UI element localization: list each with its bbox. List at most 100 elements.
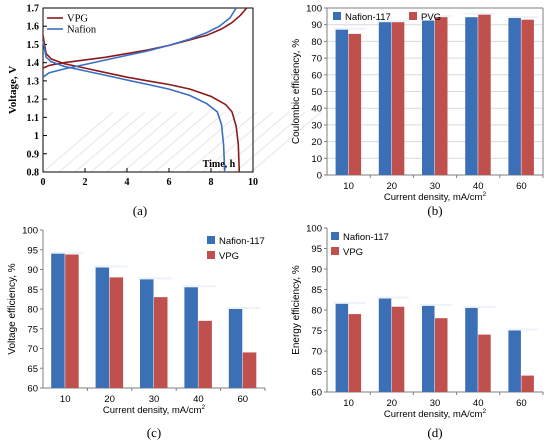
background-hatch-line bbox=[138, 111, 210, 173]
y-tick-label: 90 bbox=[311, 20, 322, 31]
bar-shadow bbox=[506, 16, 539, 19]
bar-vpg-40 bbox=[198, 320, 212, 388]
bar-nafion-117-40 bbox=[465, 307, 478, 392]
x-tick-label: 4 bbox=[125, 177, 130, 188]
bar-nafion-117-30 bbox=[140, 279, 154, 388]
bar-vpg-20 bbox=[109, 277, 124, 388]
y-tick-label: 1.6 bbox=[27, 22, 40, 33]
bar-nafion-117-20 bbox=[378, 22, 392, 175]
y-tick-label: 60 bbox=[311, 388, 322, 399]
y-axis-label: Energy efficiency, % bbox=[291, 265, 302, 355]
y-axis-label: Coulombic efficiency, % bbox=[291, 39, 302, 144]
x-tick-label: 2 bbox=[83, 177, 88, 188]
bar-vpg-10 bbox=[65, 254, 79, 388]
y-tick-label: 50 bbox=[311, 87, 322, 98]
bar-shadow bbox=[463, 12, 496, 15]
panel-c-voltage-efficiency: 60 65 70 75 80 85 90 95 100 10 20 30 40 60 Nafion-117 V… bbox=[7, 226, 266, 440]
background-hatch-line bbox=[90, 111, 162, 173]
bar-nafion-117-10 bbox=[335, 303, 349, 392]
x-tick-label: 10 bbox=[248, 177, 258, 188]
bar-vpg-60 bbox=[242, 352, 257, 388]
bar-shadow bbox=[376, 20, 409, 23]
bar-shadow bbox=[376, 296, 409, 299]
y-tick-label: 85 bbox=[311, 285, 322, 296]
bar-nafion-117-60 bbox=[508, 330, 521, 392]
legend-swatch-nafion-117 bbox=[331, 232, 339, 240]
y-tick-label: 1.7 bbox=[27, 4, 40, 15]
background-hatch-line bbox=[234, 111, 306, 173]
x-tick-label: 30 bbox=[430, 398, 441, 409]
bar-nafion-117-30 bbox=[422, 20, 435, 176]
bar-pvg-20 bbox=[391, 22, 405, 175]
x-axis-label-superscript: 2 bbox=[482, 408, 486, 415]
x-tick-label: 0 bbox=[41, 177, 46, 188]
x-tick-label: 40 bbox=[473, 398, 484, 409]
y-tick-label: 1 bbox=[34, 131, 39, 142]
bar-nafion-117-40 bbox=[184, 287, 198, 388]
y-tick-label: 95 bbox=[27, 245, 38, 256]
x-tick-label: 20 bbox=[387, 398, 398, 409]
bar-shadow bbox=[138, 277, 172, 280]
legend-swatch-pvg bbox=[409, 12, 417, 20]
bar-nafion-117-10 bbox=[335, 29, 349, 176]
panel-a-voltage-curves: 0.8 0.9 1 1.1 1.2 1.3 1.4 1.5 1.6 1.7 0 2 4 6 8 10 VPGNa… bbox=[7, 4, 322, 218]
panel-b-coulombic-efficiency: 0 10 20 30 40 50 60 70 80 90 100 10 20 30 40 60 Nafion-1… bbox=[291, 4, 544, 218]
legend-swatch-nafion-117 bbox=[333, 12, 341, 20]
x-tick-label: 40 bbox=[473, 181, 484, 192]
x-tick-label: 10 bbox=[60, 394, 71, 405]
legend-label-nafion-117: Nafion-117 bbox=[345, 12, 391, 23]
bar-vpg-20 bbox=[391, 306, 405, 392]
x-axis-label: Time, h bbox=[203, 159, 236, 170]
bar-shadow bbox=[420, 303, 452, 306]
y-tick-label: 70 bbox=[311, 54, 322, 65]
bar-shadow bbox=[463, 305, 496, 308]
bar-vpg-60 bbox=[521, 375, 534, 392]
background-hatch-line bbox=[186, 111, 258, 173]
bar-nafion-117-60 bbox=[228, 309, 243, 388]
y-tick-label: 60 bbox=[27, 384, 38, 395]
bar-shadow bbox=[226, 307, 261, 309]
x-axis-label: Current density, mA/cm2 bbox=[103, 404, 206, 416]
y-tick-label: 1.5 bbox=[27, 40, 40, 51]
y-axis-label: Voltage, V bbox=[7, 66, 19, 114]
x-axis-label-main: Current density, mA/cm bbox=[103, 405, 202, 416]
legend-label-vpg: VPG bbox=[343, 247, 363, 258]
series-nafion-discharge-line bbox=[42, 40, 226, 173]
x-axis-label-main: Current density, mA/cm bbox=[384, 192, 483, 203]
background-hatch-line bbox=[106, 111, 178, 173]
legend-swatch-nafion-117 bbox=[207, 236, 215, 244]
bar-nafion-117-20 bbox=[378, 298, 392, 392]
legend-label-nafion-117: Nafion-117 bbox=[219, 236, 265, 247]
y-tick-label: 80 bbox=[311, 306, 322, 317]
background-hatch-line bbox=[218, 111, 290, 173]
y-tick-label: 90 bbox=[311, 265, 322, 276]
y-tick-label: 0.9 bbox=[27, 149, 40, 160]
bar-pvg-10 bbox=[348, 33, 362, 176]
y-tick-label: 1.4 bbox=[27, 58, 40, 69]
background-hatch-line bbox=[74, 111, 146, 173]
bar-vpg-30 bbox=[154, 297, 168, 388]
bar-shadow bbox=[333, 27, 366, 30]
x-axis-label-main: Current density, mA/cm bbox=[384, 409, 483, 420]
y-tick-label: 60 bbox=[311, 70, 322, 81]
legend-label-nafion: Nafion bbox=[67, 25, 97, 36]
legend-label-vpg: VPG bbox=[67, 14, 88, 25]
y-tick-label: 85 bbox=[27, 285, 38, 296]
y-axis-label: Voltage efficiency, % bbox=[7, 263, 18, 354]
y-tick-label: 65 bbox=[311, 367, 322, 378]
panel-a-background-hatch bbox=[42, 111, 322, 173]
background-hatch-line bbox=[170, 111, 242, 173]
bar-pvg-40 bbox=[478, 14, 491, 176]
y-tick-label: 65 bbox=[27, 364, 38, 375]
y-tick-label: 100 bbox=[22, 226, 38, 237]
bar-shadow bbox=[333, 301, 366, 304]
legend-label-nafion-117: Nafion-117 bbox=[343, 232, 389, 243]
bar-shadow bbox=[49, 251, 84, 254]
x-axis-label-superscript: 2 bbox=[482, 191, 486, 198]
x-axis-label-superscript: 2 bbox=[201, 404, 205, 411]
x-tick-label: 10 bbox=[343, 181, 354, 192]
panel-label-b: (b) bbox=[427, 203, 442, 218]
y-tick-label: 1.3 bbox=[27, 76, 40, 87]
y-tick-label: 1.1 bbox=[27, 113, 40, 124]
x-axis-label: Current density, mA/cm2 bbox=[384, 408, 487, 420]
